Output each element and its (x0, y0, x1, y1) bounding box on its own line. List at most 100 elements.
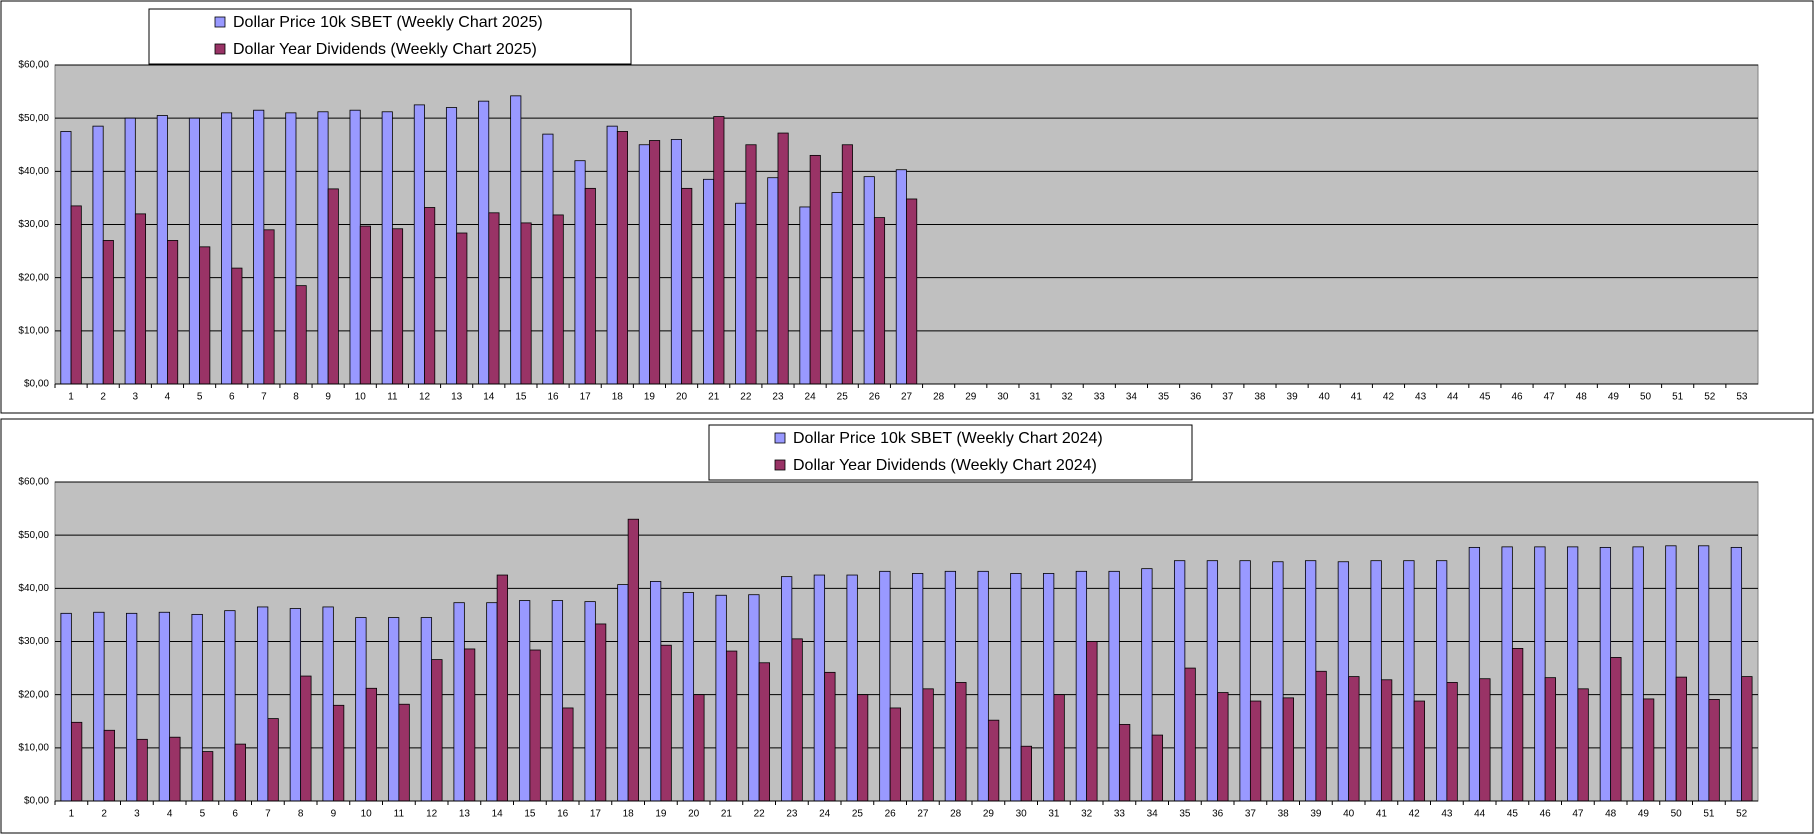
bar (1413, 700, 1426, 802)
bar (201, 751, 214, 802)
bar (1249, 700, 1262, 802)
bar (856, 694, 869, 802)
bar (1315, 670, 1327, 802)
x-tick-label: 31 (1048, 809, 1060, 820)
x-tick-label: 3 (133, 392, 139, 403)
legend-label: Dollar Price 10k SBET (Weekly Chart 2024… (793, 430, 1103, 447)
bar (682, 592, 695, 802)
x-tick-label: 16 (557, 809, 569, 820)
bar (831, 192, 843, 385)
x-tick-label: 36 (1212, 809, 1224, 820)
bar (349, 109, 361, 385)
bar (1632, 546, 1644, 802)
bar (1217, 692, 1229, 802)
bar (1141, 568, 1153, 802)
bar (1053, 694, 1065, 802)
bar (365, 687, 378, 802)
bar (1675, 676, 1688, 802)
x-tick-label: 46 (1511, 392, 1523, 403)
x-tick-label: 47 (1572, 809, 1584, 820)
x-tick-label: 14 (492, 809, 504, 820)
x-tick-label: 38 (1278, 809, 1290, 820)
x-tick-label: 46 (1540, 809, 1552, 820)
bar (1042, 573, 1055, 802)
bar (60, 612, 72, 802)
x-tick-label: 12 (426, 809, 438, 820)
bar (191, 613, 203, 802)
legend-label: Dollar Year Dividends (Weekly Chart 2025… (233, 41, 537, 58)
bar (551, 600, 564, 802)
y-tick-label: $50,00 (18, 530, 49, 541)
y-tick-label: $30,00 (18, 636, 49, 647)
bar (1282, 697, 1295, 802)
bar (542, 133, 554, 385)
bar (627, 518, 640, 802)
bar (977, 570, 989, 802)
x-tick-label: 24 (819, 809, 831, 820)
x-tick-label: 4 (165, 392, 171, 403)
bar (158, 611, 171, 802)
x-tick-label: 8 (298, 809, 304, 820)
bar (670, 139, 682, 385)
bar (199, 246, 211, 385)
bar (813, 574, 826, 802)
bar (267, 718, 279, 802)
bar (1118, 724, 1131, 802)
x-tick-label: 15 (524, 809, 536, 820)
x-tick-label: 43 (1415, 392, 1427, 403)
bar (391, 228, 404, 385)
bar (1566, 546, 1579, 802)
bar (125, 612, 138, 802)
x-tick-label: 5 (197, 392, 203, 403)
bar (1010, 573, 1022, 802)
bar (256, 606, 269, 802)
bar (486, 602, 498, 802)
bar (552, 214, 564, 385)
bar (1108, 570, 1120, 802)
bar (92, 125, 104, 385)
y-tick-label: $60,00 (18, 477, 49, 488)
bar (488, 212, 500, 385)
x-tick-label: 18 (612, 392, 624, 403)
bar (693, 694, 705, 802)
bar (1239, 560, 1251, 802)
y-tick-label: $50,00 (18, 113, 49, 124)
x-tick-label: 2 (100, 392, 106, 403)
bar (496, 574, 509, 802)
bar (1370, 560, 1382, 802)
bar (478, 100, 490, 385)
x-tick-label: 1 (69, 809, 75, 820)
bar (332, 704, 345, 802)
x-tick-label: 10 (361, 809, 373, 820)
bar (463, 648, 476, 802)
bar (1304, 560, 1317, 802)
x-tick-label: 40 (1343, 809, 1355, 820)
x-tick-label: 21 (708, 392, 720, 403)
x-tick-label: 10 (355, 392, 367, 403)
x-tick-label: 8 (293, 392, 299, 403)
bar (1206, 560, 1219, 802)
bar (889, 707, 902, 802)
x-tick-label: 45 (1507, 809, 1519, 820)
x-tick-label: 6 (229, 392, 235, 403)
x-tick-label: 13 (451, 392, 463, 403)
y-tick-label: $10,00 (18, 325, 49, 336)
x-tick-label: 20 (688, 809, 700, 820)
bar (1337, 561, 1350, 802)
bar (681, 187, 693, 385)
x-tick-label: 12 (419, 392, 431, 403)
x-tick-label: 30 (997, 392, 1009, 403)
y-tick-label: $0,00 (24, 796, 49, 807)
bar (456, 232, 468, 385)
bar (606, 125, 618, 385)
x-tick-label: 27 (901, 392, 913, 403)
x-tick-label: 45 (1479, 392, 1491, 403)
x-tick-label: 43 (1441, 809, 1453, 820)
bar (387, 617, 400, 802)
x-tick-label: 17 (580, 392, 592, 403)
bar (70, 205, 82, 385)
bar (715, 594, 727, 802)
bar (431, 659, 443, 802)
x-tick-label: 51 (1672, 392, 1684, 403)
